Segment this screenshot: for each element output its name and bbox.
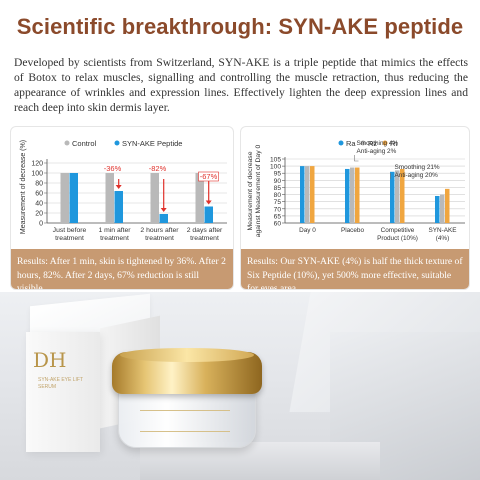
x-tick-label: Product (10%) — [377, 235, 418, 242]
annotation-label: Smoothing 4% — [357, 140, 399, 147]
brand-logo: DH — [33, 348, 67, 372]
bar — [60, 173, 69, 223]
legend-label: Control — [72, 139, 97, 148]
display-slab — [140, 442, 380, 480]
bar — [350, 167, 355, 223]
y-tick-label: 70 — [274, 206, 282, 213]
x-tick-label: Placebo — [341, 227, 365, 234]
y-tick-label: 75 — [274, 199, 282, 206]
y-tick-label: 20 — [35, 211, 43, 218]
x-tick-label: (4%) — [436, 235, 450, 242]
x-tick-label: treatment — [190, 235, 219, 242]
annotation-label: Anti-aging 20% — [395, 172, 439, 179]
legend-marker — [360, 140, 366, 146]
bar — [345, 168, 350, 223]
x-tick-label: 2 hours after — [140, 227, 179, 234]
legend-marker — [64, 140, 70, 146]
y-axis-label: against Measurement of Day 0 — [255, 145, 262, 238]
bar — [114, 191, 123, 223]
y-tick-label: 80 — [274, 192, 282, 199]
bar — [355, 167, 360, 223]
intro-paragraph: Developed by scientists from Switzerland… — [14, 56, 468, 114]
chart-panel-decrease: Control SYN-AKE Peptide 0 20 40 60 80 100 120 Mea… — [10, 126, 234, 290]
decrease-label: -82% — [149, 164, 167, 173]
bar — [159, 214, 168, 223]
bar — [150, 173, 159, 223]
x-tick-label: 1 min after — [98, 227, 131, 234]
jar-band — [140, 410, 230, 432]
annotation-box — [198, 171, 219, 182]
legend-label: SYN-AKE Peptide — [122, 139, 182, 148]
bar — [310, 166, 315, 223]
bar — [105, 173, 114, 223]
legend-marker — [338, 140, 344, 146]
bar — [305, 166, 310, 223]
annotation-connector — [354, 155, 359, 162]
x-tick-label: treatment — [145, 235, 174, 242]
annotation-label: Smoothing 21% — [395, 164, 440, 171]
y-axis-label: Measurement of decrease — [247, 151, 254, 230]
y-tick-label: 40 — [35, 201, 43, 208]
bar — [445, 188, 450, 223]
x-tick-label: treatment — [100, 235, 129, 242]
y-tick-label: 120 — [31, 161, 43, 168]
arrow-head — [115, 185, 122, 189]
legend-marker — [382, 140, 388, 146]
y-axis-label: Measurement of decrease (%) — [20, 140, 27, 234]
y-tick-label: 0 — [39, 221, 43, 228]
x-tick-label: Just before — [53, 227, 87, 234]
y-tick-label: 95 — [274, 171, 282, 178]
product-box-label: SYN-AKE EYE LIFT SERUM — [38, 377, 83, 390]
x-tick-label: treatment — [55, 235, 84, 242]
annotation-label: Anti-aging 2% — [357, 148, 397, 155]
product-photo: DH SYN-AKE EYE LIFT SERUM — [0, 292, 480, 480]
decrease-label: -67% — [200, 172, 218, 181]
bar — [390, 171, 395, 223]
decrease-label: -36% — [104, 164, 122, 173]
bar — [440, 194, 445, 223]
chart-panel-roughness: Ra Rz Rt 60 65 70 75 80 85 90 95 100 105 Measurement … — [240, 126, 470, 290]
bar — [195, 173, 204, 223]
y-tick-label: 65 — [274, 213, 282, 220]
legend-label: Rz — [368, 139, 377, 148]
arrow-head — [160, 208, 167, 212]
results-text-left: Results: After 1 min, skin is tightened … — [11, 249, 233, 289]
arrow-head — [205, 200, 212, 205]
y-tick-label: 100 — [31, 171, 43, 178]
y-tick-label: 60 — [35, 191, 43, 198]
product-box — [26, 332, 100, 452]
y-tick-label: 90 — [274, 178, 282, 185]
jar-lid-top — [120, 348, 254, 362]
x-tick-label: 2 days after — [187, 227, 223, 234]
bar — [435, 195, 440, 223]
legend-label: Ra — [346, 139, 356, 148]
bar — [300, 166, 305, 223]
legend-label: Rt — [390, 139, 398, 148]
bar — [395, 170, 400, 223]
page-title: Scientific breakthrough: SYN-AKE peptide — [16, 14, 464, 39]
x-tick-label: SYN-AKE — [428, 227, 456, 234]
y-tick-label: 100 — [270, 164, 281, 171]
bar — [69, 173, 78, 223]
y-tick-label: 85 — [274, 185, 282, 192]
x-tick-label: Competitive — [381, 227, 415, 234]
y-tick-label: 60 — [274, 221, 282, 228]
bar — [400, 168, 405, 223]
legend-marker — [114, 140, 120, 146]
x-tick-label: Day 0 — [299, 227, 316, 234]
y-tick-label: 80 — [35, 181, 43, 188]
y-tick-label: 105 — [270, 157, 281, 164]
chart-decrease: Control SYN-AKE Peptide 0 20 40 60 80 100 120 Mea… — [20, 139, 227, 242]
bar — [204, 206, 213, 223]
results-text-right: Results: Our SYN-AKE (4%) is half the th… — [241, 249, 469, 289]
